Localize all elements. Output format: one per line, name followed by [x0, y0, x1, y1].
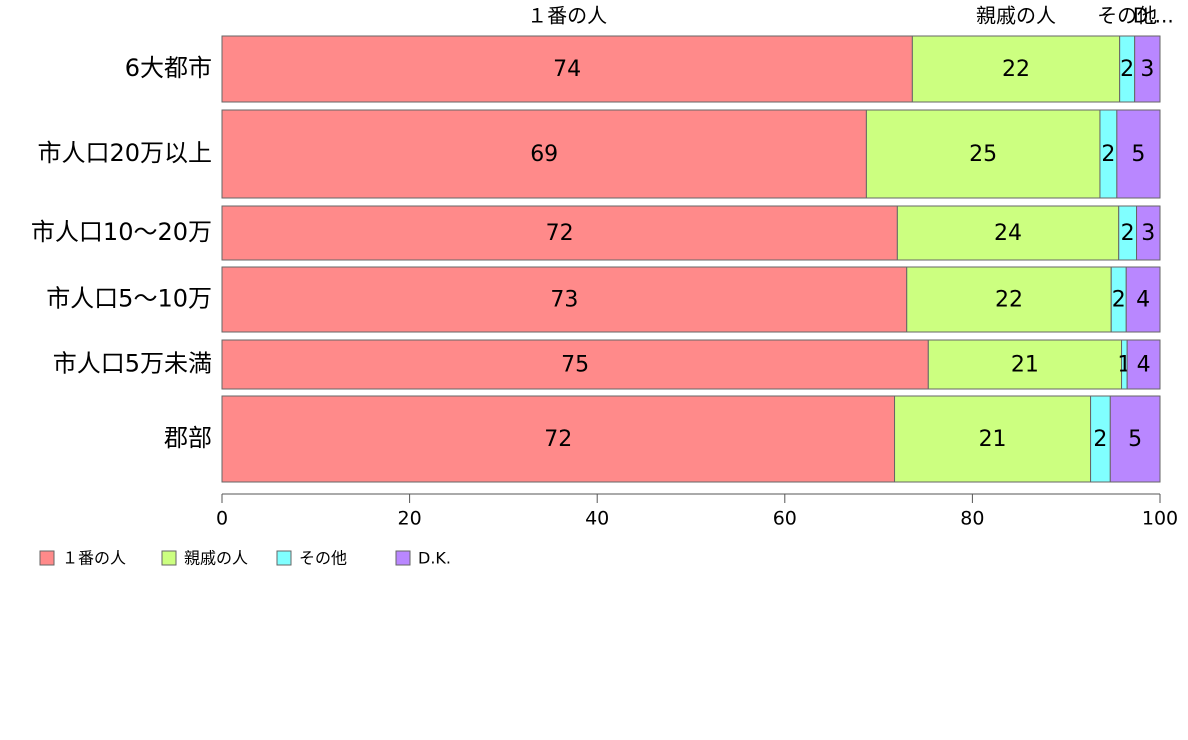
bar-segment [894, 395, 1092, 483]
category-label: 市人口10〜20万 [31, 218, 212, 246]
x-tick-label: 20 [398, 508, 422, 530]
data-label: 24 [994, 221, 1022, 246]
category-label: 6大都市 [125, 54, 212, 82]
bar-segment [221, 109, 867, 199]
bars: 74 22 2 369 25 2 572 24 2 373 22 2 475 21 1 472 21 2 5 [221, 35, 1161, 483]
top-series-label: D.... [1133, 4, 1174, 28]
data-label: 2 [1093, 427, 1107, 452]
legend-label: １番の人 [62, 549, 126, 568]
category-label: 郡部 [164, 424, 212, 452]
bar-segment [906, 266, 1112, 333]
x-tick-label: 100 [1142, 508, 1178, 530]
data-label: 22 [995, 288, 1023, 313]
category-label: 市人口5万未満 [53, 350, 212, 378]
legend-swatch [276, 550, 292, 566]
bar-segment [865, 109, 1101, 199]
x-tick-label: 0 [216, 508, 228, 530]
bar-segment [1125, 266, 1161, 333]
legend-swatch [395, 550, 411, 566]
data-label: 4 [1136, 288, 1150, 313]
data-label: 4 [1137, 353, 1151, 378]
legend-label: その他 [299, 549, 347, 568]
bar-segment [221, 35, 913, 103]
category-label: 市人口5〜10万 [46, 285, 212, 313]
top-series-label: １番の人 [527, 4, 607, 28]
data-label: 21 [1011, 353, 1039, 378]
data-label: 5 [1128, 427, 1142, 452]
bar-segment [221, 395, 896, 483]
top-series-label: その他 [1097, 4, 1157, 28]
data-label: 3 [1140, 57, 1154, 82]
data-label: 25 [969, 142, 997, 167]
legend-swatch [161, 550, 177, 566]
data-label: 2 [1120, 57, 1134, 82]
bar-segment [221, 205, 898, 261]
x-axis: 0 20 40 60 80 100 [216, 493, 1178, 530]
bar-segment [1116, 109, 1161, 199]
bar-segment [927, 339, 1123, 390]
legend-label: D.K. [418, 549, 451, 568]
x-tick-label: 40 [585, 508, 609, 530]
category-label: 市人口20万以上 [37, 139, 212, 167]
top-series-label: 親戚の人 [976, 4, 1056, 28]
data-label: 69 [530, 142, 558, 167]
data-label: 2 [1112, 288, 1126, 313]
data-label: 22 [1002, 57, 1030, 82]
data-label: 2 [1101, 142, 1115, 167]
data-label: 5 [1131, 142, 1145, 167]
bar-segment [1126, 339, 1161, 390]
bar-segment [1109, 395, 1161, 483]
data-label: 21 [979, 427, 1007, 452]
bar-segment [221, 339, 929, 390]
x-tick-label: 60 [773, 508, 797, 530]
data-label: 72 [544, 427, 572, 452]
data-label: 72 [546, 221, 574, 246]
bar-segment [1134, 35, 1161, 103]
bar-segment [896, 205, 1120, 261]
legend-label: 親戚の人 [184, 549, 248, 568]
legend: １番の人 親戚の人 その他 D.K. [39, 549, 451, 568]
top-series-labels: １番の人 親戚の人 その他D.... [527, 4, 1174, 28]
data-label: 3 [1141, 221, 1155, 246]
data-label: 2 [1121, 221, 1135, 246]
x-tick-label: 80 [960, 508, 984, 530]
data-label: 74 [553, 57, 581, 82]
bar-segment [221, 266, 908, 333]
legend-swatch [39, 550, 55, 566]
data-label: 73 [550, 288, 578, 313]
bar-segment [1136, 205, 1161, 261]
bar-segment [911, 35, 1121, 103]
data-label: 75 [561, 353, 589, 378]
